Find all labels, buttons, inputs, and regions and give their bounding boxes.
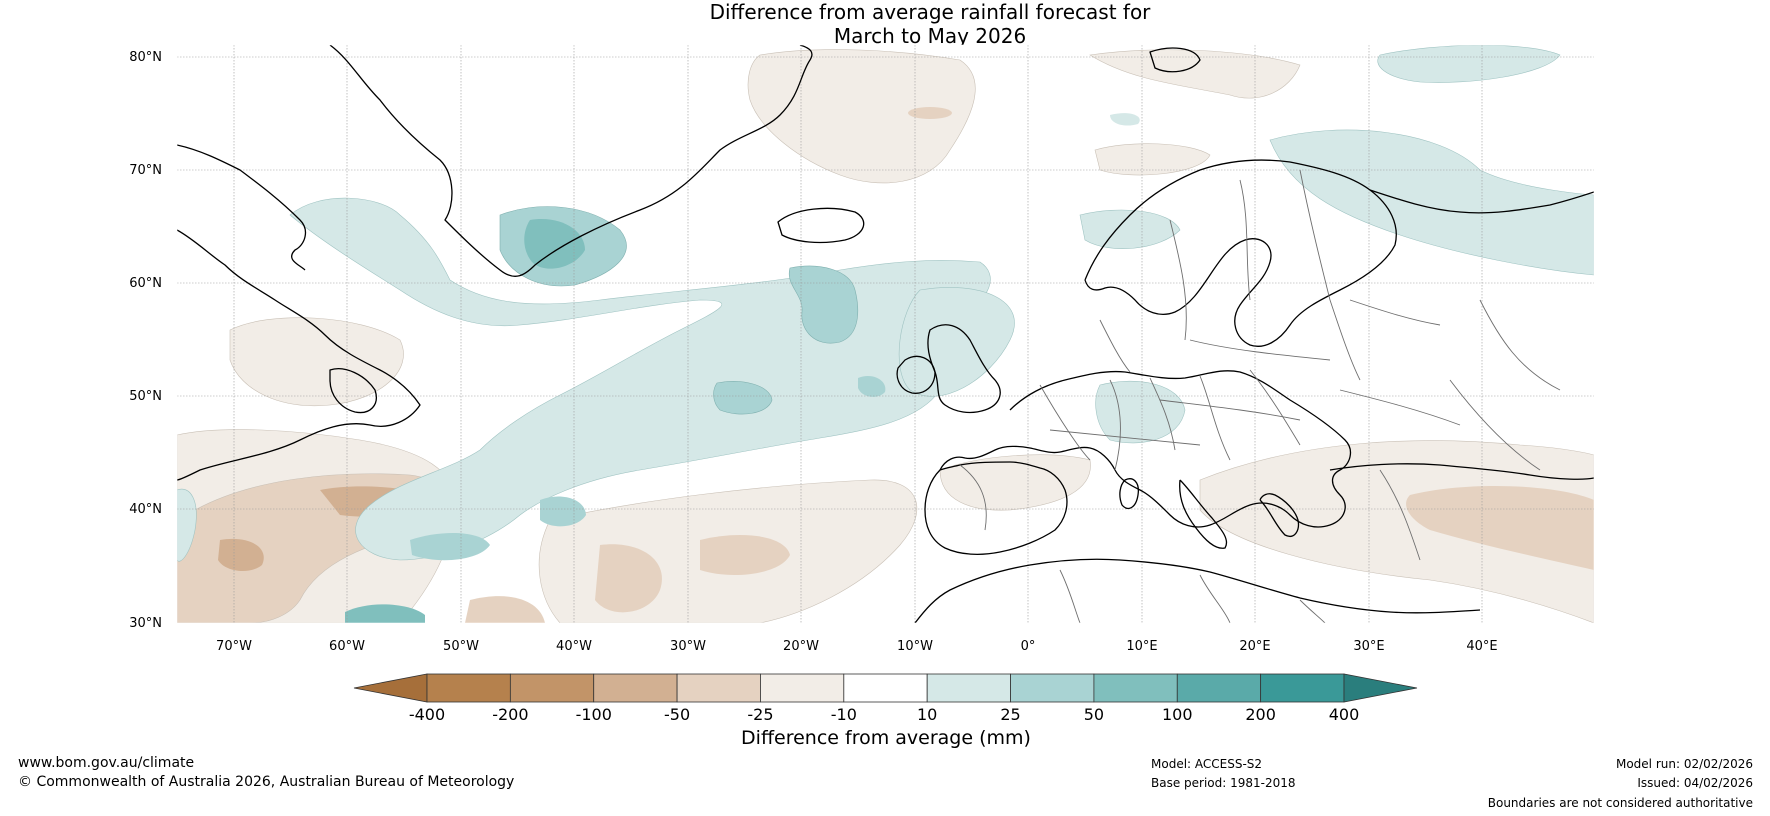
- cbar-tick: 25: [1000, 705, 1020, 724]
- greece-coast: [1259, 493, 1300, 537]
- italy-coast: [1179, 479, 1228, 549]
- baffin-coast: [177, 144, 307, 271]
- newfoundland-coast: [329, 368, 377, 414]
- lon-label-30w: 30°W: [670, 639, 706, 654]
- greenland-coast: [329, 45, 813, 277]
- colorbar-swatch: [593, 673, 678, 703]
- cbar-tick: -200: [492, 705, 528, 724]
- lat-label-40n: 40°N: [129, 502, 162, 517]
- longitude-labels: 70°W 60°W 50°W 40°W 30°W 20°W 10°W 0° 10…: [216, 639, 1498, 654]
- iberia-coast: [924, 461, 1068, 555]
- graticule: [177, 45, 1594, 623]
- country-borders: [959, 169, 1561, 623]
- model-run-text: Model run: 02/02/2026: [1615, 757, 1753, 771]
- lat-label-50n: 50°N: [129, 389, 162, 404]
- lat-label-30n: 30°N: [129, 616, 162, 631]
- cbar-tick: -400: [409, 705, 445, 724]
- model-text: Model: ACCESS-S2: [1151, 757, 1263, 771]
- cbar-tick: 50: [1084, 705, 1104, 724]
- map-title: Difference from average rainfall forecas…: [580, 0, 1280, 48]
- colorbar-arrow-low: [353, 673, 428, 703]
- scandinavia-coast: [1084, 159, 1397, 347]
- lat-label-60n: 60°N: [129, 276, 162, 291]
- cbar-tick: 100: [1162, 705, 1193, 724]
- lat-label-70n: 70°N: [129, 163, 162, 178]
- colorbar: -400 -200 -100 -50 -25 -10 10 25 50 100 …: [353, 673, 1418, 724]
- turkey-coast: [1329, 463, 1594, 480]
- lon-label-30e: 30°E: [1353, 639, 1384, 654]
- colorbar-swatch: [926, 673, 1011, 703]
- map-area: [177, 45, 1594, 623]
- lon-label-20w: 20°W: [783, 639, 819, 654]
- iceland-coast: [777, 207, 865, 244]
- colorbar-swatch: [843, 673, 928, 703]
- copyright-text: © Commonwealth of Australia 2026, Austra…: [18, 774, 515, 790]
- cbar-tick: 200: [1245, 705, 1276, 724]
- lon-label-70w: 70°W: [216, 639, 252, 654]
- cbar-tick: 400: [1329, 705, 1360, 724]
- lon-label-10w: 10°W: [897, 639, 933, 654]
- website-link[interactable]: www.bom.gov.au/climate: [18, 755, 195, 771]
- colorbar-swatch: [1093, 673, 1178, 703]
- cbar-tick: -10: [831, 705, 857, 724]
- lon-label-40w: 40°W: [556, 639, 592, 654]
- lon-label-60w: 60°W: [329, 639, 365, 654]
- cbar-tick: -100: [576, 705, 612, 724]
- cbar-tick: -25: [747, 705, 773, 724]
- cbar-tick: -50: [664, 705, 690, 724]
- labrador-coast: [177, 229, 421, 481]
- cbar-tick: 10: [917, 705, 937, 724]
- latitude-labels: 80°N 70°N 60°N 50°N 40°N 30°N: [129, 50, 162, 631]
- colorbar-swatch: [1260, 673, 1345, 703]
- colorbar-swatch: [676, 673, 761, 703]
- colorbar-arrow-high: [1343, 673, 1418, 703]
- issued-text: Issued: 04/02/2026: [1637, 776, 1753, 790]
- base-period-text: Base period: 1981-2018: [1151, 776, 1296, 790]
- north-africa-coast: [914, 558, 1481, 623]
- wetter-anomaly-areas: [177, 45, 1594, 623]
- lon-label-50w: 50°W: [443, 639, 479, 654]
- colorbar-swatch: [1176, 673, 1262, 703]
- colorbar-swatch: [426, 673, 511, 703]
- lon-label-0: 0°: [1021, 639, 1036, 654]
- svalbard-coast: [1149, 47, 1201, 73]
- colorbar-swatch: [760, 673, 845, 703]
- colorbar-title: Difference from average (mm): [741, 727, 1031, 749]
- colorbar-tick-labels: -400 -200 -100 -50 -25 -10 10 25 50 100 …: [409, 705, 1359, 724]
- lon-label-40e: 40°E: [1466, 639, 1497, 654]
- russia-arctic-coast: [1369, 189, 1594, 214]
- lat-label-80n: 80°N: [129, 50, 162, 65]
- colorbar-swatch: [509, 673, 595, 703]
- colorbar-swatch: [1010, 673, 1095, 703]
- lon-label-20e: 20°E: [1239, 639, 1270, 654]
- colorbar-swatches: [353, 673, 1418, 703]
- title-line-1: Difference from average rainfall forecas…: [709, 0, 1151, 24]
- ireland-coast: [896, 355, 936, 394]
- sardinia-coast: [1119, 478, 1139, 509]
- title-line-2: March to May 2026: [833, 24, 1027, 48]
- lon-label-10e: 10°E: [1126, 639, 1157, 654]
- disclaimer-text: Boundaries are not considered authoritat…: [1487, 796, 1753, 810]
- coastlines: [177, 45, 1594, 623]
- europe-coast: [939, 370, 1352, 528]
